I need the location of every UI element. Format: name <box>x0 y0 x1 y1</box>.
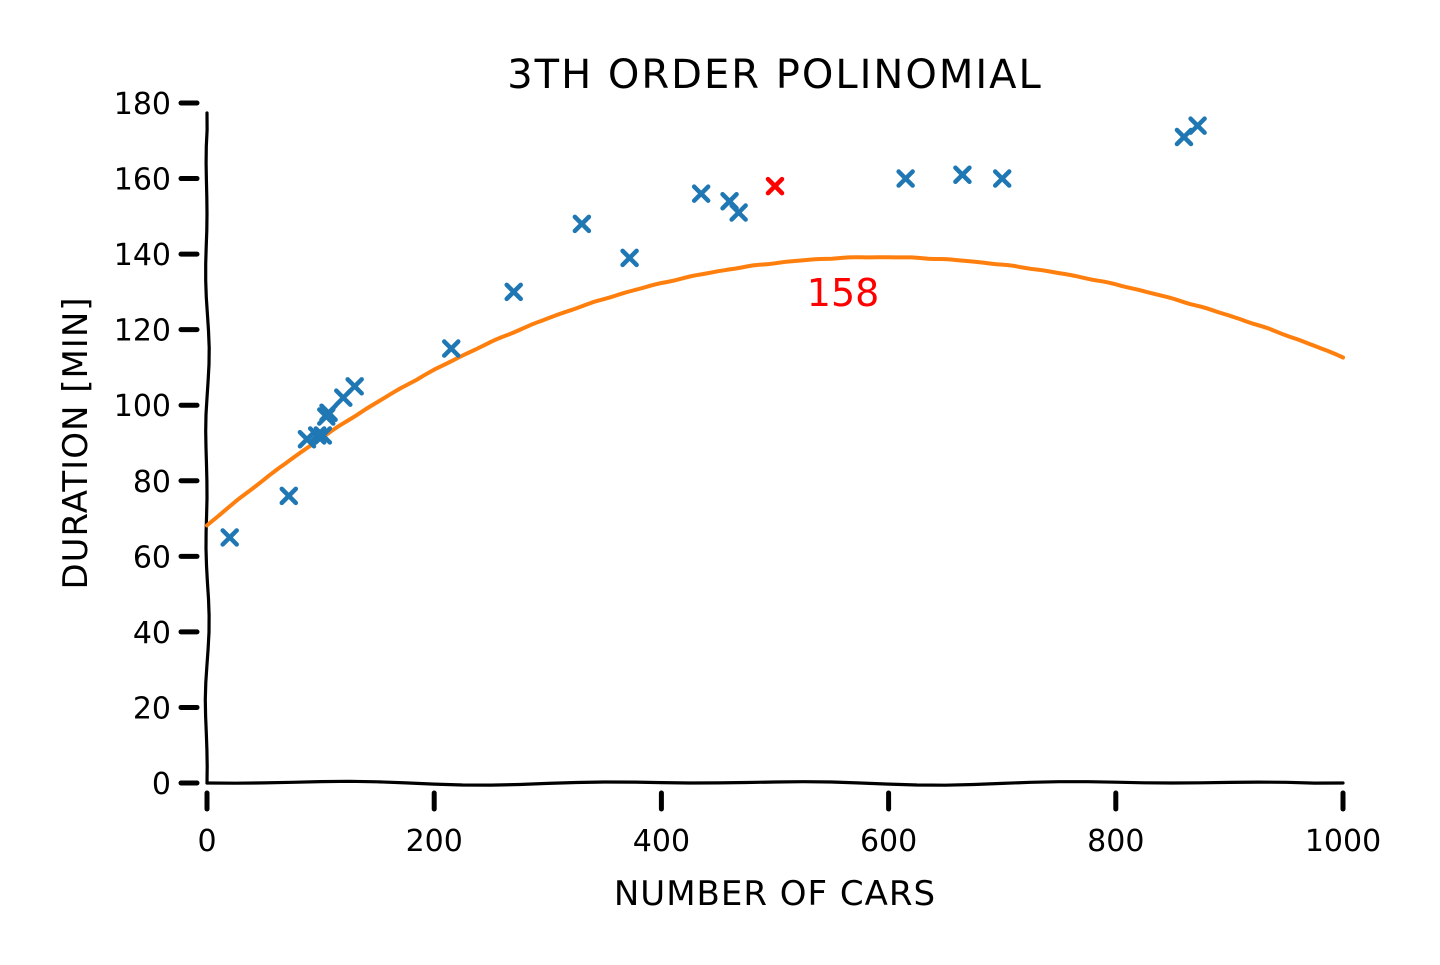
data-point <box>620 248 639 268</box>
data-point <box>729 203 748 222</box>
data-point <box>572 214 592 234</box>
y-tick-label: 160 <box>114 163 171 198</box>
data-point <box>307 426 327 445</box>
data-point <box>313 426 333 445</box>
y-tick-label: 20 <box>133 691 171 726</box>
data-point <box>220 528 239 547</box>
data-point <box>441 339 461 358</box>
x-tick-label: 400 <box>633 824 690 859</box>
y-tick-label: 140 <box>114 238 171 273</box>
x-axis-label: NUMBER OF CARS <box>614 874 936 914</box>
fit-curve <box>205 255 1345 528</box>
data-point <box>691 184 711 203</box>
x-tick-label: 600 <box>860 824 917 859</box>
chart-title: 3TH ORDER POLINOMIAL <box>507 52 1043 98</box>
data-point <box>992 169 1012 188</box>
data-point <box>953 165 972 185</box>
x-axis-line <box>205 779 1345 787</box>
y-axis-line <box>203 111 211 785</box>
x-tick-label: 0 <box>197 824 216 859</box>
y-tick-label: 80 <box>133 465 171 500</box>
x-tick-label: 200 <box>406 824 463 859</box>
y-tick-label: 180 <box>114 87 171 122</box>
x-tick-label: 1000 <box>1305 824 1381 859</box>
data-point <box>504 282 523 302</box>
y-tick-label: 120 <box>114 314 171 349</box>
data-point <box>279 486 299 506</box>
axes: 0 20 40 60 80 100 120 140 160 180 0 200 400 600 800 100… <box>114 87 1381 859</box>
annotations-layer: 158 <box>807 271 880 315</box>
y-axis-label: DURATION [MIN] <box>56 296 96 589</box>
y-tick-label: 100 <box>114 389 171 424</box>
highlight-point <box>765 176 785 196</box>
fit-curve-layer <box>205 255 1345 528</box>
annotation-label: 158 <box>807 271 880 315</box>
data-points-layer <box>220 116 1207 547</box>
y-tick-label: 40 <box>133 616 171 651</box>
data-point <box>319 403 338 423</box>
data-point <box>345 377 364 396</box>
data-point <box>896 169 915 188</box>
y-tick-label: 60 <box>133 540 171 575</box>
data-point <box>1188 116 1207 135</box>
x-tick-label: 800 <box>1087 824 1144 859</box>
y-tick-label: 0 <box>152 767 171 802</box>
